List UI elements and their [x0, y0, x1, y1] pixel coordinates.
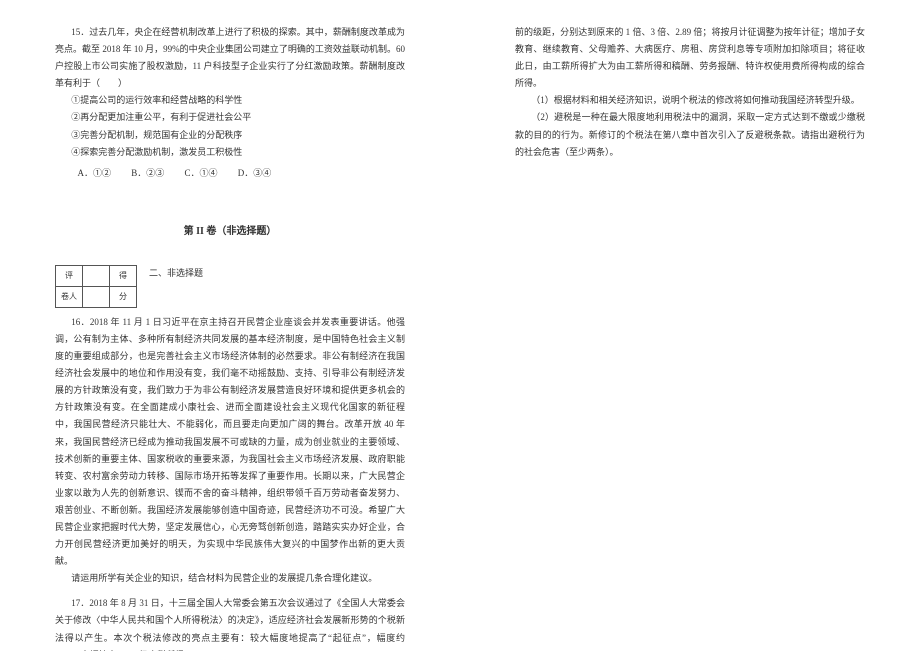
table-row: 卷人 分 [56, 286, 137, 307]
table-row: 评 得 [56, 265, 137, 286]
q15-choice-4: ④探索完善分配激励机制，激发员工积极性 [55, 144, 405, 161]
q15-option-c: C．①④ [185, 165, 218, 182]
right-column: 前的级距，分别达到原来的 1 倍、3 倍、2.89 倍；将按月计征调整为按年计征… [460, 0, 920, 651]
q15-option-b: B．②③ [131, 165, 164, 182]
q15-choice-3: ③完善分配机制，规范国有企业的分配秩序 [55, 127, 405, 144]
left-column: 15．过去几年，央企在经营机制改革上进行了积极的探索。其中，薪酬制度改革成为亮点… [0, 0, 460, 651]
q17-stem-part1: 17．2018 年 8 月 31 日，十三届全国人大常委会第五次会议通过了《全国… [55, 595, 405, 651]
q15-option-a: A．①② [78, 165, 112, 182]
q15-stem: 15．过去几年，央企在经营机制改革上进行了积极的探索。其中，薪酬制度改革成为亮点… [55, 24, 405, 92]
cell-empty1 [83, 265, 110, 286]
q16-stem: 16．2018 年 11 月 1 日习近平在京主持召开民营企业座谈会并发表重要讲… [55, 314, 405, 570]
question-17-part2: 前的级距，分别达到原来的 1 倍、3 倍、2.89 倍；将按月计征调整为按年计征… [515, 24, 865, 161]
subheading-row: 评 得 卷人 分 二、非选择题 [55, 265, 405, 308]
cell-de: 得 [110, 265, 137, 286]
q17-sub1: （1）根据材料和相关经济知识，说明个税法的修改将如何推动我国经济转型升级。 [515, 92, 865, 109]
exam-page: 15．过去几年，央企在经营机制改革上进行了积极的探索。其中，薪酬制度改革成为亮点… [0, 0, 920, 651]
q17-sub2: （2）避税是一种在最大限度地利用税法中的漏洞，采取一定方式达到不缴或少缴税款的目… [515, 109, 865, 160]
q15-choice-2: ②再分配更加注重公平，有利于促进社会公平 [55, 109, 405, 126]
cell-ping: 评 [56, 265, 83, 286]
q17-stem-part2: 前的级距，分别达到原来的 1 倍、3 倍、2.89 倍；将按月计征调整为按年计征… [515, 24, 865, 92]
cell-juanren: 卷人 [56, 286, 83, 307]
q16-ask: 请运用所学有关企业的知识，结合材料为民营企业的发展提几条合理化建议。 [55, 570, 405, 587]
q15-options: A．①② B．②③ C．①④ D．③④ [78, 165, 406, 182]
question-16: 16．2018 年 11 月 1 日习近平在京主持召开民营企业座谈会并发表重要讲… [55, 314, 405, 588]
score-table: 评 得 卷人 分 [55, 265, 137, 308]
q15-option-d: D．③④ [238, 165, 272, 182]
section-2-title: 第 II 卷（非选择题） [55, 222, 405, 241]
question-15: 15．过去几年，央企在经营机制改革上进行了积极的探索。其中，薪酬制度改革成为亮点… [55, 24, 405, 182]
cell-empty2 [83, 286, 110, 307]
cell-fen: 分 [110, 286, 137, 307]
q15-choice-1: ①提高公司的运行效率和经营战略的科学性 [55, 92, 405, 109]
question-17-part1: 17．2018 年 8 月 31 日，十三届全国人大常委会第五次会议通过了《全国… [55, 595, 405, 651]
